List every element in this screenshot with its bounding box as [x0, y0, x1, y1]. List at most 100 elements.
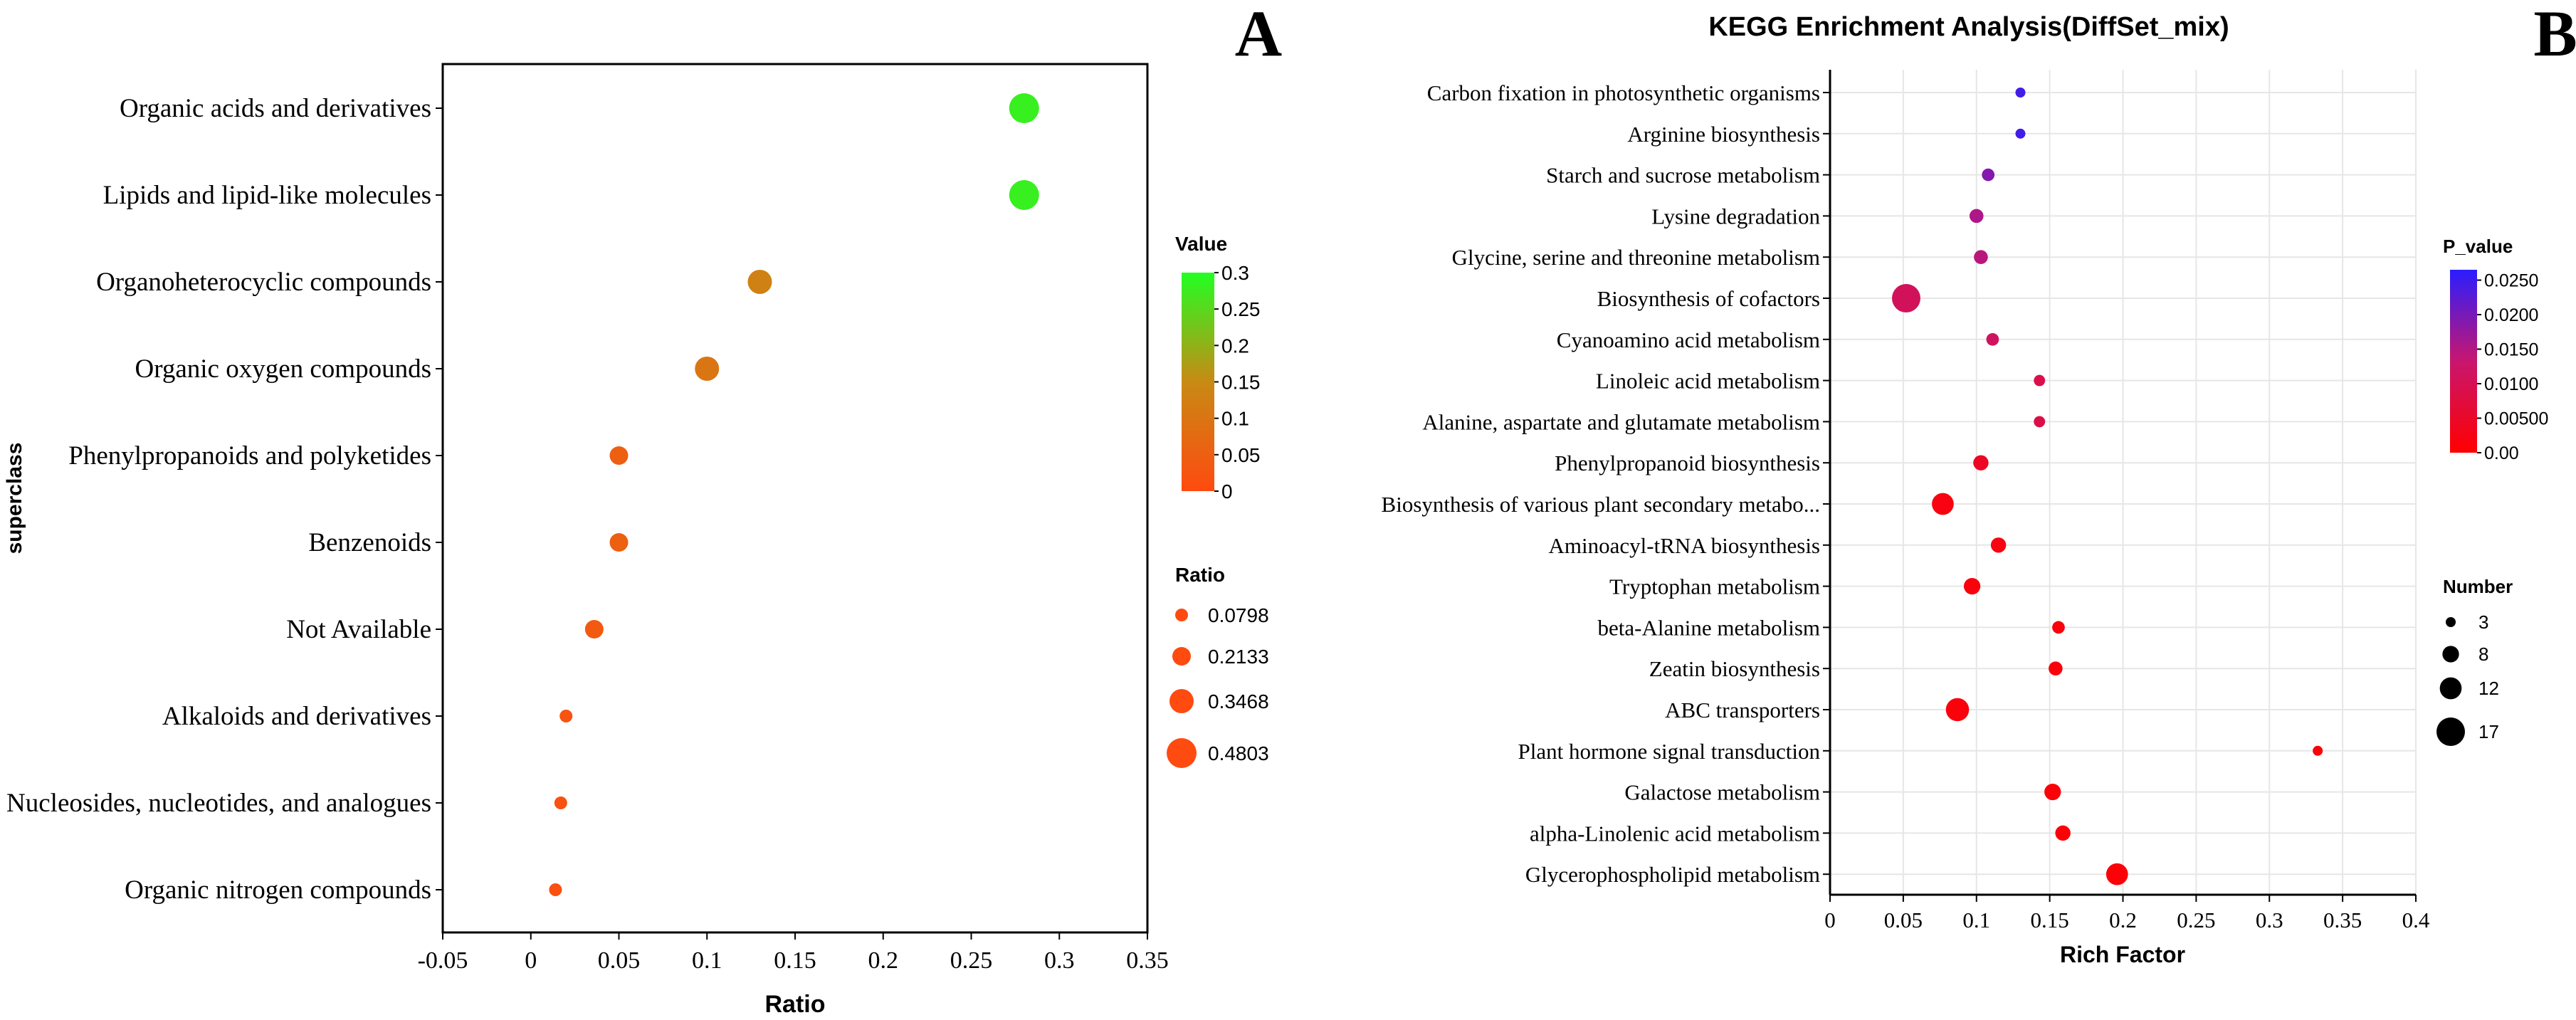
- data-point: [747, 270, 772, 294]
- y-tick-label: Plant hormone signal transduction: [1518, 739, 1821, 764]
- data-point: [1009, 180, 1039, 210]
- data-point: [559, 710, 573, 722]
- panel-a-ylabel: superclass: [3, 443, 26, 554]
- y-tick-label: Glycerophospholipid metabolism: [1525, 862, 1820, 887]
- panel-a-color-legend-ticks: 0.3 0.25 0.2 0.15 0.1 0.05 0: [1214, 262, 1261, 503]
- x-tick-label: 0.1: [1962, 908, 1990, 932]
- data-point: [2055, 825, 2071, 841]
- panel-a-letter: A: [1235, 0, 1282, 70]
- color-legend-tick-label: 0.15: [1221, 372, 1261, 394]
- data-point: [1969, 209, 1984, 224]
- y-tick-label: Arginine biosynthesis: [1627, 122, 1820, 147]
- x-tick-label: 0.4: [2402, 908, 2430, 932]
- color-legend-tick-label: 0.00: [2484, 443, 2519, 463]
- color-legend-tick-label: 0.00500: [2484, 409, 2548, 429]
- data-point: [549, 883, 562, 896]
- data-point: [1891, 284, 1920, 312]
- y-tick-label: Nucleosides, nucleotides, and analogues: [6, 789, 431, 818]
- x-tick-label: 0.05: [1884, 908, 1923, 932]
- data-point: [554, 796, 567, 809]
- color-legend-tick-label: 0.0100: [2484, 374, 2538, 394]
- x-tick-label: 0: [525, 947, 537, 974]
- color-legend-tick-label: 0.3: [1221, 262, 1249, 284]
- x-tick-label: 0.3: [1044, 947, 1075, 974]
- data-point: [609, 533, 629, 552]
- y-tick-label: Aminoacyl-tRNA biosynthesis: [1549, 533, 1820, 558]
- data-point: [2044, 783, 2061, 801]
- panel-b: B KEGG Enrichment Analysis(DiffSet_mix) …: [1382, 0, 2576, 967]
- y-tick-label: beta-Alanine metabolism: [1598, 615, 1820, 640]
- panel-a-xlabel: Ratio: [765, 991, 826, 1018]
- x-tick-label: 0.35: [1126, 947, 1169, 974]
- size-legend-dot: [1169, 689, 1194, 713]
- x-tick-label: 0.1: [692, 947, 722, 974]
- y-tick-label: Phenylpropanoid biosynthesis: [1555, 451, 1820, 475]
- y-tick-label: Benzenoids: [308, 528, 431, 557]
- size-legend-dot: [1167, 738, 1197, 768]
- color-legend-tick-label: 0: [1221, 480, 1233, 503]
- panel-a-x-ticks: -0.05 0 0.05 0.1 0.15 0.2 0.25 0.3 0.35: [418, 932, 1169, 974]
- panel-b-x-ticks: 0 0.05 0.1 0.15 0.2 0.25 0.3 0.35 0.4: [1824, 895, 2430, 932]
- data-point: [2034, 416, 2046, 428]
- data-point: [2052, 621, 2065, 634]
- y-tick-label: Zeatin biosynthesis: [1649, 656, 1820, 681]
- y-tick-label: alpha-Linolenic acid metabolism: [1530, 821, 1820, 846]
- data-point: [1990, 537, 2007, 553]
- x-tick-label: 0.15: [774, 947, 816, 974]
- y-tick-label: Alkaloids and derivatives: [162, 702, 431, 731]
- size-legend-label: 17: [2478, 721, 2499, 742]
- y-tick-label: Tryptophan metabolism: [1609, 574, 1820, 599]
- panel-a-color-legend-bar: [1182, 273, 1214, 491]
- panel-b-points: [1891, 88, 2323, 885]
- x-tick-label: 0.15: [2031, 908, 2069, 932]
- x-tick-label: 0.35: [2323, 908, 2362, 932]
- data-point: [1945, 698, 1970, 722]
- panel-a: A superclass Ratio Organic acids and der…: [3, 0, 1282, 1018]
- panel-a-size-legend: 0.0798 0.2133 0.3468 0.4803: [1167, 604, 1269, 768]
- size-legend-label: 0.3468: [1208, 690, 1269, 713]
- x-tick-label: 0.25: [2177, 908, 2215, 932]
- color-legend-tick-label: 0.0250: [2484, 271, 2538, 291]
- size-legend-dot: [1175, 609, 1188, 621]
- data-point: [695, 357, 720, 381]
- data-point: [1009, 93, 1039, 123]
- y-tick-label: Alanine, aspartate and glutamate metabol…: [1422, 409, 1820, 434]
- y-tick-label: Organoheterocyclic compounds: [96, 268, 431, 297]
- data-point: [1963, 577, 1981, 595]
- color-legend-tick-label: 0.0150: [2484, 340, 2538, 360]
- color-legend-tick-label: 0.25: [1221, 298, 1261, 320]
- size-legend-label: 8: [2478, 643, 2488, 665]
- panel-b-color-legend-bar: [2450, 270, 2477, 453]
- size-legend-dot: [2446, 617, 2456, 627]
- color-legend-tick-label: 0.05: [1221, 444, 1261, 466]
- panel-b-color-legend-title: P_value: [2443, 236, 2513, 257]
- data-point: [2015, 128, 2026, 139]
- data-point: [1982, 168, 1995, 182]
- color-legend-tick-label: 0.1: [1221, 408, 1249, 430]
- size-legend-dot: [2436, 717, 2465, 746]
- panel-b-grid: [1829, 70, 2417, 895]
- panel-a-y-ticks: Organic acids and derivatives Lipids and …: [6, 94, 443, 905]
- panel-a-plot-frame: [441, 63, 1149, 934]
- y-tick-label: Organic oxygen compounds: [135, 354, 431, 384]
- size-legend-label: 12: [2478, 678, 2499, 699]
- data-point: [2015, 88, 2026, 98]
- data-point: [1932, 493, 1954, 515]
- panel-b-letter: B: [2533, 0, 2576, 70]
- data-point: [1986, 332, 1999, 346]
- data-point: [609, 446, 629, 465]
- panel-b-title: KEGG Enrichment Analysis(DiffSet_mix): [1708, 12, 2229, 42]
- y-tick-label: Lysine degradation: [1651, 204, 1820, 228]
- x-tick-label: -0.05: [418, 947, 468, 974]
- y-tick-label: Organic nitrogen compounds: [125, 876, 431, 905]
- y-tick-label: Linoleic acid metabolism: [1596, 369, 1820, 394]
- panel-a-color-legend-title: Value: [1175, 233, 1227, 255]
- data-point: [2049, 661, 2063, 675]
- size-legend-label: 0.4803: [1208, 742, 1269, 764]
- data-point: [584, 620, 604, 638]
- panel-a-size-legend-title: Ratio: [1175, 564, 1225, 586]
- y-tick-label: Galactose metabolism: [1624, 780, 1820, 805]
- y-tick-label: Organic acids and derivatives: [120, 94, 431, 123]
- size-legend-label: 0.2133: [1208, 646, 1269, 668]
- size-legend-label: 3: [2478, 611, 2488, 633]
